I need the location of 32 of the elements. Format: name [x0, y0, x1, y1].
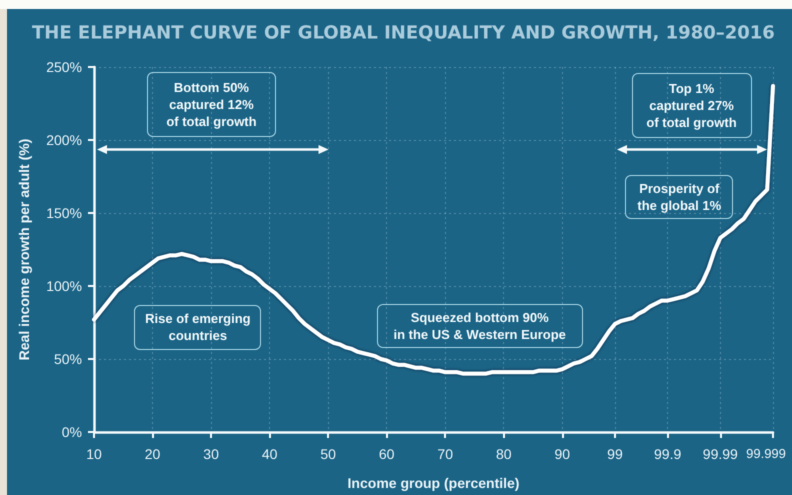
x-tick-label: 60 [378, 446, 395, 462]
x-tick-label: 80 [496, 446, 512, 462]
x-tick-label: 70 [437, 446, 454, 462]
annotation: Bottom 50% captured 12% of total growth [166, 78, 257, 130]
x-tick-label: 99.9 [654, 446, 682, 462]
y-tick-label: 50% [54, 351, 82, 367]
callout-box: Rise of emerging countries [134, 304, 262, 350]
chart-title: THE ELEPHANT CURVE OF GLOBAL INEQUALITY AND GROWTH, 1980–2016 [32, 22, 775, 44]
x-tick-label: 90 [554, 446, 570, 462]
x-tick-label: 30 [203, 446, 220, 462]
callout-box: Prosperity of the global 1% [625, 175, 734, 220]
annotation: Squeezed bottom 90% in the US & Western Europe [393, 308, 566, 343]
y-tick-label: 0% [62, 424, 82, 440]
x-tick-label: 99 [607, 446, 623, 462]
y-tick-label: 250% [46, 59, 82, 75]
callout-box: Bottom 50% captured 12% of total growth [146, 72, 276, 136]
x-axis-title: Income group (percentile) [348, 475, 520, 491]
callout-box: Squeezed bottom 90% in the US & Western Europe [376, 304, 583, 348]
annotation: Top 1% captured 27% of total growth [646, 80, 737, 131]
x-tick-label: 99.99 [702, 446, 738, 462]
y-axis-title: Real income growth per adult (%) [16, 138, 32, 360]
callout-box: Top 1% captured 27% of total growth [632, 72, 752, 138]
annotation: Prosperity of the global 1% [637, 180, 722, 214]
y-tick-label: 200% [46, 132, 82, 148]
y-tick-label: 100% [46, 278, 82, 294]
x-tick-label: 20 [144, 446, 161, 462]
annotation: Rise of emerging countries [145, 310, 251, 344]
x-tick-label: 50 [320, 446, 336, 462]
y-tick-label: 150% [46, 205, 82, 221]
x-tick-label: 99.999 [746, 446, 786, 461]
x-tick-label: 10 [86, 446, 102, 462]
x-tick-label: 40 [262, 446, 278, 462]
